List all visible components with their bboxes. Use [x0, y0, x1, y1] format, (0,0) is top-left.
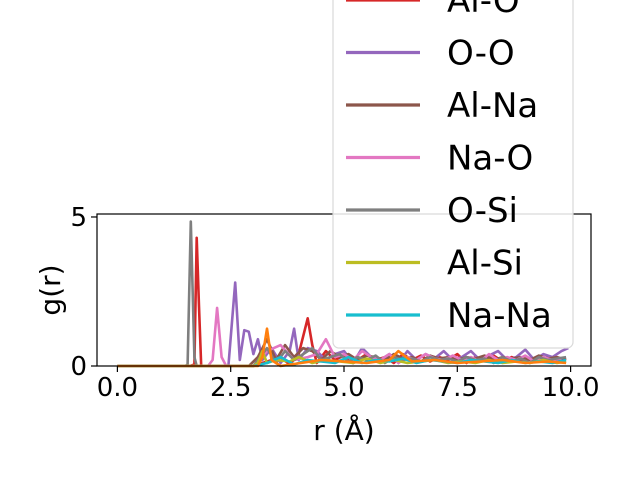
legend-label-o-o: O-O [447, 34, 515, 74]
legend-label-o-si: O-Si [447, 191, 518, 231]
x-axis: 0.0 2.5 5.0 7.5 10.0 [97, 366, 600, 403]
y-tick-label: 5 [70, 203, 87, 233]
legend-label-al-si: Al-Si [447, 244, 523, 284]
legend-label-al-o: Al-O [447, 0, 520, 21]
y-axis-label: g(r) [34, 264, 67, 315]
legend-label-na-na: Na-Na [447, 296, 552, 336]
x-tick-label: 7.5 [437, 373, 478, 403]
x-tick-label: 10.0 [542, 373, 600, 403]
legend: Al-O O-O Al-Na Na-O O-Si Al-Si Na-Na [332, 0, 574, 349]
x-tick-label: 0.0 [97, 373, 138, 403]
x-tick-label: 2.5 [210, 373, 251, 403]
x-tick-label: 5.0 [323, 373, 364, 403]
legend-label-na-o: Na-O [447, 139, 533, 179]
x-axis-label: r (Å) [313, 413, 374, 447]
series-line-series-7 [117, 327, 567, 368]
legend-label-al-na: Al-Na [447, 86, 538, 126]
y-axis: 05 [70, 203, 97, 382]
legend-items: Al-O O-O Al-Na Na-O O-Si Al-Si Na-Na [346, 0, 552, 336]
y-tick-label: 0 [70, 352, 87, 382]
